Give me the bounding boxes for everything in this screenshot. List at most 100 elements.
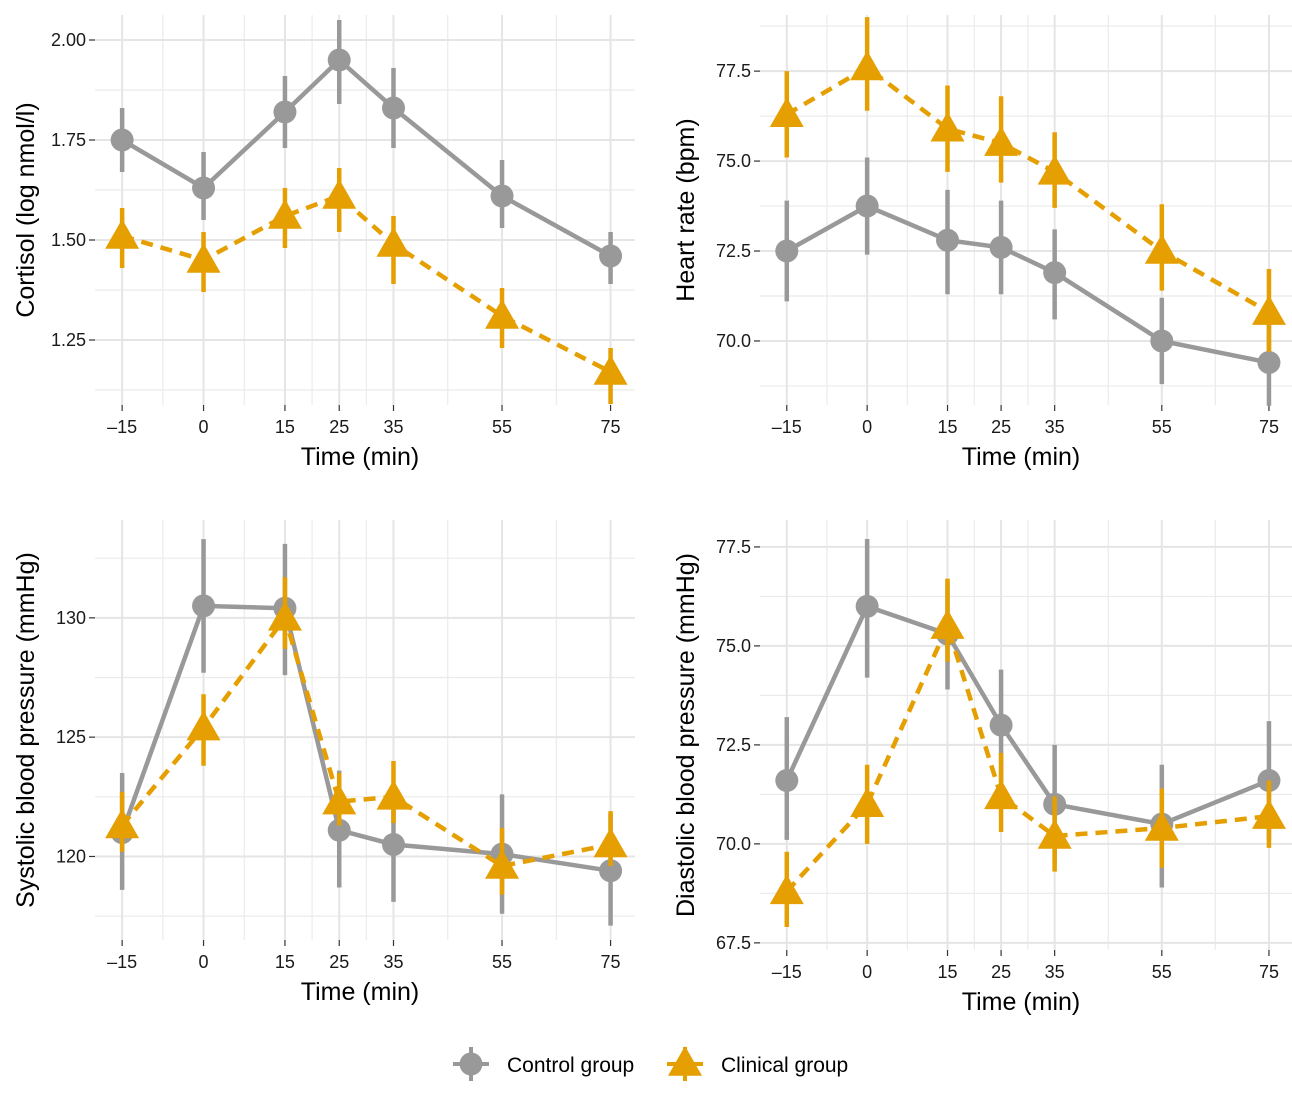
- data-point: [1144, 811, 1179, 841]
- x-tick-label: 35: [383, 417, 403, 437]
- y-tick-label: 77.5: [716, 61, 751, 81]
- x-tick-label: 35: [383, 952, 403, 972]
- y-axis-title: Cortisol (log nmol/l): [12, 102, 40, 317]
- y-tick-label: 70.0: [716, 331, 751, 351]
- data-point: [267, 600, 302, 631]
- y-tick-label: 2.00: [51, 30, 86, 50]
- y-tick-label: 120: [56, 846, 86, 866]
- x-tick-label: –15: [107, 952, 137, 972]
- data-point: [105, 219, 140, 249]
- y-axis-title: Diastolic blood pressure (mmHg): [672, 553, 700, 917]
- x-axis-title: Time (min): [301, 978, 420, 1006]
- data-point: [850, 50, 885, 81]
- y-tick-label: 1.50: [51, 230, 86, 250]
- x-tick-label: 35: [1045, 962, 1065, 982]
- x-tick-label: 75: [601, 952, 621, 972]
- series-control: [775, 157, 1281, 406]
- y-tick-label: 130: [56, 608, 86, 628]
- x-tick-label: 0: [199, 952, 209, 972]
- x-tick-label: 15: [937, 417, 957, 437]
- legend-clinical-point: [668, 1046, 702, 1076]
- x-tick-label: 55: [492, 952, 512, 972]
- x-tick-label: 25: [991, 417, 1011, 437]
- data-point: [192, 176, 216, 200]
- y-tick-label: 67.5: [716, 933, 751, 953]
- y-tick-label: 77.5: [716, 537, 751, 557]
- y-axis-title: Systolic blood pressure (mmHg): [12, 552, 40, 908]
- data-point: [322, 179, 357, 209]
- legend-control-symbol: [453, 1047, 489, 1081]
- data-point: [850, 787, 885, 818]
- y-tick-label: 1.75: [51, 130, 86, 150]
- data-point: [485, 299, 520, 329]
- x-tick-label: –15: [772, 962, 802, 982]
- x-tick-label: 0: [862, 417, 872, 437]
- x-tick-label: 55: [1152, 417, 1172, 437]
- data-point: [593, 827, 628, 858]
- y-tick-label: 1.25: [51, 330, 86, 350]
- x-axis-title: Time (min): [962, 988, 1081, 1016]
- y-tick-label: 72.5: [716, 241, 751, 261]
- data-point: [186, 710, 221, 741]
- series-clinical: [105, 168, 628, 404]
- data-point: [273, 100, 297, 124]
- data-point: [376, 779, 411, 810]
- x-axis-title: Time (min): [962, 443, 1081, 471]
- legend-clinical-label: Clinical group: [721, 1054, 848, 1077]
- data-point: [989, 713, 1013, 737]
- x-tick-label: 0: [199, 417, 209, 437]
- data-point: [984, 779, 1019, 810]
- data-point: [327, 818, 351, 842]
- x-tick-label: 25: [991, 962, 1011, 982]
- data-point: [376, 227, 411, 257]
- x-tick-label: 15: [937, 962, 957, 982]
- legend: Control group Clinical group: [453, 1046, 848, 1081]
- panel-3: 120 125 130 –15 0 15 25 35 55 75 Time (min) Systoli…: [12, 520, 635, 1006]
- data-point: [110, 128, 134, 152]
- data-point: [599, 244, 623, 268]
- data-point: [192, 594, 216, 618]
- data-point: [381, 96, 405, 120]
- x-tick-label: 35: [1045, 417, 1065, 437]
- panel-1: 1.25 1.50 1.75 2.00 –15 0 15 25 35 55 75 Time (min)…: [12, 15, 635, 471]
- x-axis-title: Time (min): [301, 443, 420, 471]
- data-point: [936, 228, 960, 252]
- x-tick-label: 55: [1152, 962, 1172, 982]
- y-axis-title: Heart rate (bpm): [672, 118, 700, 301]
- data-point: [322, 784, 357, 815]
- x-tick-label: 15: [275, 417, 295, 437]
- data-point: [769, 874, 804, 905]
- x-tick-label: 55: [492, 417, 512, 437]
- y-tick-label: 125: [56, 727, 86, 747]
- legend-control-label: Control group: [507, 1054, 634, 1077]
- series-clinical: [769, 17, 1286, 352]
- data-point: [593, 355, 628, 385]
- data-point: [1037, 818, 1072, 849]
- data-point: [1037, 154, 1072, 185]
- series-clinical: [105, 577, 628, 895]
- data-point: [984, 126, 1019, 156]
- data-point: [1251, 799, 1286, 829]
- data-point: [267, 199, 302, 229]
- data-point: [105, 808, 140, 839]
- data-point: [1257, 351, 1281, 375]
- data-point: [485, 849, 520, 879]
- x-tick-label: 75: [1259, 962, 1279, 982]
- x-tick-label: –15: [772, 417, 802, 437]
- data-point: [599, 859, 623, 883]
- series-clinical: [769, 578, 1286, 928]
- x-tick-label: –15: [107, 417, 137, 437]
- data-point: [989, 235, 1013, 259]
- x-tick-label: 75: [1259, 417, 1279, 437]
- data-point: [490, 184, 514, 208]
- y-tick-label: 72.5: [716, 735, 751, 755]
- data-point: [186, 243, 221, 273]
- data-point: [1150, 329, 1174, 353]
- x-tick-label: 0: [862, 962, 872, 982]
- data-point: [1144, 234, 1179, 264]
- x-tick-label: 15: [275, 952, 295, 972]
- data-point: [930, 111, 965, 142]
- panel-2: 70.0 72.5 75.0 77.5 –15 0 15 25 35 55 75 Time (min)…: [672, 15, 1292, 471]
